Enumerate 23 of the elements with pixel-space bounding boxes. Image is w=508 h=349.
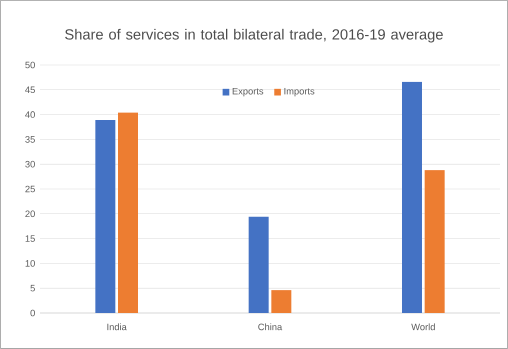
y-tick-label: 45: [25, 86, 35, 94]
y-tick-label: 0: [30, 310, 35, 316]
y-tick-label: 10: [26, 260, 35, 267]
bar: [118, 112, 138, 313]
x-tick-label: India: [107, 323, 127, 330]
y-tick-label: 20: [25, 210, 35, 218]
y-tick-label: 25: [25, 186, 35, 192]
y-tick-label: 5: [30, 284, 35, 292]
y-tick-label: 30: [25, 160, 35, 168]
legend-label: Imports: [284, 88, 314, 96]
bar: [248, 216, 269, 313]
bar: [424, 170, 445, 313]
y-tick-label: 40: [25, 111, 35, 118]
y-tick-label: 50: [25, 62, 35, 68]
legend-label: Exports: [232, 88, 264, 96]
y-tick-label: 15: [26, 235, 35, 242]
bar: [95, 120, 116, 313]
bar: [271, 290, 292, 313]
x-tick-label: China: [258, 323, 282, 330]
y-tick-label: 35: [25, 136, 35, 143]
bar: [402, 82, 422, 313]
chart-title: Share of services in total bilateral trade, 2016-19 average: [65, 28, 443, 42]
x-tick-label: World: [411, 323, 435, 330]
